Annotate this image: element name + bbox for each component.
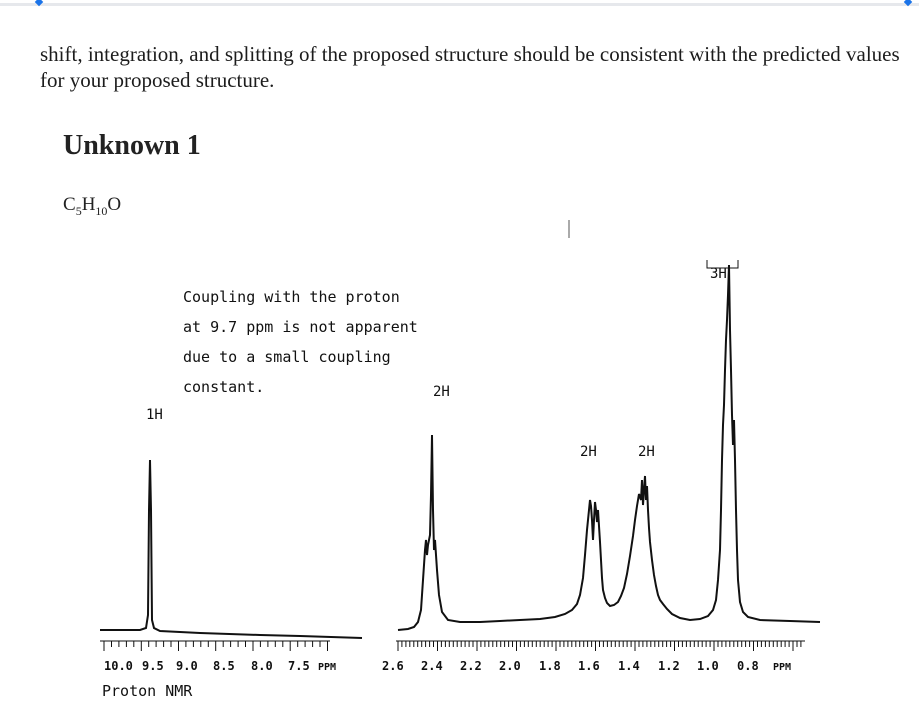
note-line-2: at 9.7 ppm is not apparent	[183, 318, 418, 336]
formula-c-count: 5	[75, 203, 82, 218]
formula-o: O	[107, 194, 122, 215]
integration-2h-1-35: 2H	[638, 444, 655, 460]
formula-h: H	[81, 194, 96, 215]
integration-2h-1-6: 2H	[580, 444, 597, 460]
left-tick-9-0: 9.0	[176, 659, 198, 673]
right-tick-0-8: 0.8	[737, 659, 759, 673]
right-tick-1-4: 1.4	[618, 659, 640, 673]
integration-3h: 3H	[710, 266, 727, 282]
right-tick-2-4: 2.4	[421, 659, 443, 673]
left-marker-icon	[34, 0, 44, 7]
right-tick-1-8: 1.8	[539, 659, 561, 673]
formula-h-count: 10	[95, 203, 108, 218]
spectrum-trace-right	[397, 264, 821, 631]
left-tick-8-5: 8.5	[213, 659, 235, 673]
note-line-1: Coupling with the proton	[183, 288, 400, 306]
left-tick-9-5: 9.5	[142, 659, 164, 673]
spectrum-trace-left	[100, 459, 363, 639]
right-tick-2-2: 2.2	[460, 659, 482, 673]
formula-c: C	[63, 194, 76, 215]
top-divider	[0, 0, 919, 7]
figure-caption: Proton NMR	[102, 682, 193, 700]
right-axis-unit: PPM	[773, 662, 791, 673]
right-tick-1-2: 1.2	[658, 659, 680, 673]
axis-left	[100, 640, 330, 651]
integration-3h-bracket	[706, 260, 739, 269]
axis-right-labels: 2.6 2.4 2.2 2.0 1.8 1.6 1.4 1.2 1.0 0.8 …	[382, 659, 791, 673]
nmr-spectrum-figure: Coupling with the proton at 9.7 ppm is n…	[100, 220, 821, 700]
left-tick-7-5: 7.5	[288, 659, 310, 673]
intro-paragraph: shift, integration, and splitting of the…	[40, 42, 900, 92]
right-tick-2-6: 2.6	[382, 659, 404, 673]
note-line-3: due to a small coupling	[183, 348, 391, 366]
integration-1h: 1H	[146, 407, 163, 423]
right-tick-1-0: 1.0	[697, 659, 719, 673]
right-tick-1-6: 1.6	[578, 659, 600, 673]
note-line-4: constant.	[183, 378, 264, 396]
right-tick-2-0: 2.0	[499, 659, 521, 673]
integration-2h-2-4: 2H	[433, 384, 450, 400]
axis-left-labels: 10.0 9.5 9.0 8.5 8.0 7.5 PPM	[104, 659, 336, 673]
left-tick-8-0: 8.0	[251, 659, 273, 673]
section-heading: Unknown 1	[63, 130, 201, 161]
left-tick-10-0: 10.0	[104, 659, 133, 673]
right-marker-icon	[903, 0, 913, 7]
axis-right	[396, 640, 805, 651]
left-axis-unit: PPM	[318, 662, 336, 673]
annotation-note: Coupling with the proton at 9.7 ppm is n…	[183, 288, 418, 396]
molecular-formula: C5H10O	[63, 194, 121, 219]
